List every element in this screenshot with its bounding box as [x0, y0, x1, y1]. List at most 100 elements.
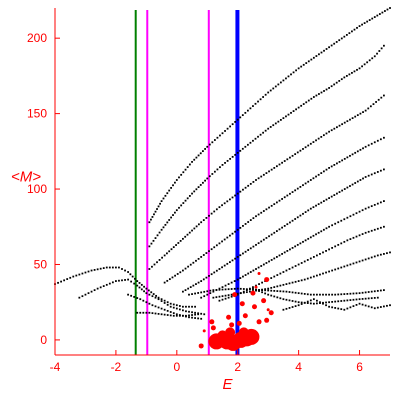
series-point	[234, 121, 237, 123]
series-point	[178, 305, 181, 307]
series-point	[379, 253, 382, 256]
series-point	[279, 118, 282, 121]
series-point	[346, 299, 349, 302]
series-point	[163, 281, 166, 284]
series-point	[346, 156, 349, 159]
series-point	[192, 284, 195, 287]
series-point	[370, 229, 373, 232]
series-point	[370, 256, 373, 259]
markers-layer	[198, 272, 274, 351]
series-point	[264, 288, 267, 291]
series-point	[169, 305, 172, 308]
series-point	[229, 198, 231, 201]
series-point	[303, 301, 306, 304]
series-point	[297, 280, 300, 282]
series-point	[187, 287, 190, 290]
series-point	[364, 297, 367, 300]
series-point	[362, 147, 364, 150]
series-point	[275, 201, 278, 204]
series-point	[356, 150, 359, 153]
series-point	[264, 289, 267, 292]
series-point	[245, 291, 248, 294]
series-point	[315, 175, 317, 178]
series-point	[358, 298, 361, 301]
series-point	[323, 49, 325, 52]
series-point	[325, 227, 328, 230]
series-point	[199, 184, 202, 186]
series-point	[203, 313, 206, 316]
series-point	[200, 280, 203, 282]
series-point	[331, 306, 334, 309]
series-point	[290, 73, 292, 76]
series-point	[197, 313, 200, 316]
series-point	[156, 234, 159, 237]
series-point	[364, 145, 367, 148]
series-point	[163, 302, 166, 304]
series-point	[244, 111, 247, 114]
series-point	[363, 22, 366, 24]
series-point	[322, 200, 325, 203]
series-point	[383, 136, 385, 139]
series-point	[364, 258, 367, 261]
series-point	[349, 263, 352, 266]
series-point	[200, 317, 203, 320]
series-point	[121, 279, 123, 282]
series-point	[213, 170, 216, 173]
series-point	[252, 245, 255, 248]
series-point	[319, 293, 321, 296]
series-point	[131, 275, 134, 278]
series-point	[265, 172, 268, 174]
series-point	[334, 300, 337, 303]
series-point	[224, 284, 227, 287]
series-point	[338, 191, 341, 193]
series-point	[192, 261, 195, 264]
series-point	[90, 269, 93, 272]
series-point	[351, 71, 353, 74]
series-point	[252, 181, 255, 183]
series-point	[282, 308, 285, 311]
series-point	[255, 215, 257, 218]
series-point	[312, 298, 315, 301]
series-point	[209, 289, 212, 292]
series-point	[337, 243, 340, 246]
series-point	[348, 32, 351, 35]
series-point	[247, 221, 250, 223]
series-point	[364, 176, 367, 178]
series-point	[300, 279, 303, 282]
series-point	[297, 106, 300, 109]
series-point	[282, 283, 285, 286]
series-point	[336, 126, 338, 129]
series-point	[179, 240, 182, 242]
series-point	[369, 105, 372, 108]
series-point	[148, 245, 151, 248]
series-point	[213, 210, 216, 213]
series-point	[276, 290, 279, 292]
series-point	[302, 103, 305, 105]
series-point	[379, 169, 382, 172]
series-point	[236, 293, 239, 296]
series-point	[279, 297, 282, 300]
series-point	[330, 165, 333, 168]
series-point	[299, 185, 302, 188]
series-point	[352, 298, 355, 301]
series-point	[320, 172, 323, 174]
series-point	[343, 240, 346, 243]
series-point	[296, 216, 299, 219]
series-point	[343, 121, 346, 124]
series-point	[325, 271, 327, 274]
series-point	[328, 293, 330, 296]
series-point	[340, 242, 343, 245]
series-point	[150, 291, 153, 294]
series-point	[358, 292, 361, 295]
series-point	[305, 62, 308, 64]
series-point	[355, 304, 358, 306]
series-point	[213, 271, 216, 274]
series-point	[239, 226, 242, 229]
series-point	[182, 269, 184, 272]
series-point	[309, 257, 312, 260]
series-point	[188, 293, 190, 296]
series-point	[341, 123, 344, 126]
x-tick-label: 2	[234, 360, 241, 374]
series-point	[288, 268, 291, 270]
series-point	[383, 225, 385, 228]
